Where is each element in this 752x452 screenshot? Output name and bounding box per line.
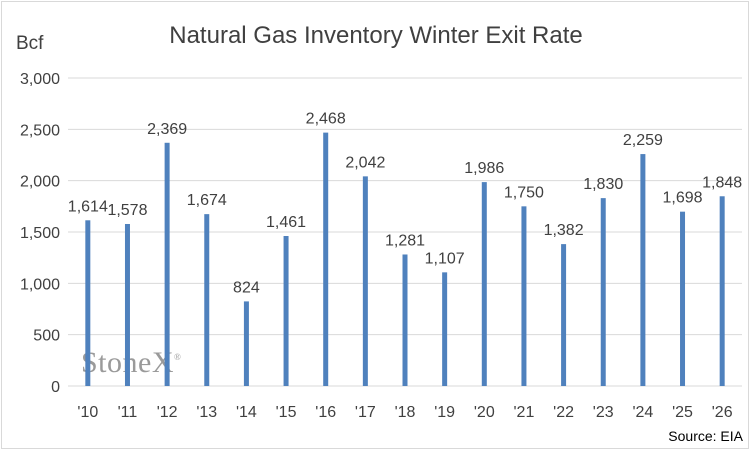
y-tick-label: 0 xyxy=(51,379,60,396)
bar xyxy=(402,254,408,386)
bars xyxy=(85,132,725,386)
data-label: 1,578 xyxy=(107,202,147,219)
bar xyxy=(283,236,289,386)
data-label: 1,986 xyxy=(464,160,504,177)
x-tick-label: '20 xyxy=(474,404,495,421)
data-label: 1,614 xyxy=(68,198,108,215)
x-tick-label: '22 xyxy=(553,404,574,421)
y-tick-label: 2,500 xyxy=(20,122,60,139)
data-label: 1,461 xyxy=(266,214,306,231)
data-label: 2,468 xyxy=(306,111,346,128)
y-axis-ticks: 0 500 1,000 1,500 2,000 2,500 3,000 xyxy=(20,71,60,396)
y-tick-label: 2,000 xyxy=(20,174,60,191)
y-tick-label: 3,000 xyxy=(20,71,60,88)
bar xyxy=(600,198,606,386)
x-tick-label: '13 xyxy=(196,404,217,421)
bar xyxy=(719,196,725,386)
y-axis-label: Bcf xyxy=(16,33,44,54)
y-tick-label: 1,500 xyxy=(20,225,60,242)
bar xyxy=(85,220,91,386)
data-label: 1,848 xyxy=(702,174,742,191)
bar xyxy=(521,206,527,386)
x-tick-label: '17 xyxy=(355,404,376,421)
x-tick-label: '14 xyxy=(236,404,257,421)
bar xyxy=(243,301,249,386)
x-tick-label: '21 xyxy=(514,404,535,421)
x-tick-label: '11 xyxy=(118,404,138,421)
bar xyxy=(481,182,487,386)
source-note: Source: EIA xyxy=(668,428,743,444)
x-axis-ticks: '10 '11 '12 '13 '14 '15 '16 '17 '18 '19 '20 '21 '22 '… xyxy=(77,404,732,421)
bar xyxy=(362,176,368,386)
bar xyxy=(323,132,329,386)
watermark-registered-mark: ® xyxy=(174,352,182,362)
x-tick-label: '24 xyxy=(632,404,653,421)
data-label: 2,259 xyxy=(623,132,663,149)
x-tick-label: '10 xyxy=(77,404,98,421)
y-tick-label: 500 xyxy=(33,328,60,345)
data-label: 1,674 xyxy=(187,192,227,209)
bar xyxy=(561,244,567,386)
data-label: 1,107 xyxy=(425,250,465,267)
bar xyxy=(640,154,646,386)
data-label: 1,750 xyxy=(504,184,544,201)
bar xyxy=(204,214,210,386)
data-label: 824 xyxy=(233,279,260,296)
data-label: 2,369 xyxy=(147,121,187,138)
data-label: 1,830 xyxy=(583,176,623,193)
x-tick-label: '23 xyxy=(593,404,614,421)
data-label: 1,281 xyxy=(385,232,425,249)
bar xyxy=(442,272,448,386)
x-tick-label: '18 xyxy=(395,404,416,421)
x-tick-label: '19 xyxy=(434,404,455,421)
data-label: 1,382 xyxy=(544,222,584,239)
x-tick-label: '12 xyxy=(157,404,178,421)
x-tick-label: '26 xyxy=(712,404,733,421)
data-label: 1,698 xyxy=(663,190,703,207)
bar xyxy=(124,223,130,386)
x-tick-label: '15 xyxy=(276,404,297,421)
y-tick-label: 1,000 xyxy=(20,276,60,293)
chart-title: Natural Gas Inventory Winter Exit Rate xyxy=(169,22,583,49)
data-labels: 1,614 1,578 2,369 1,674 824 1,461 2,468 2,042 1,… xyxy=(68,111,742,297)
bar xyxy=(164,142,170,386)
data-label: 2,042 xyxy=(345,154,385,171)
x-tick-label: '16 xyxy=(315,404,336,421)
bar xyxy=(680,211,686,386)
x-tick-label: '25 xyxy=(672,404,693,421)
